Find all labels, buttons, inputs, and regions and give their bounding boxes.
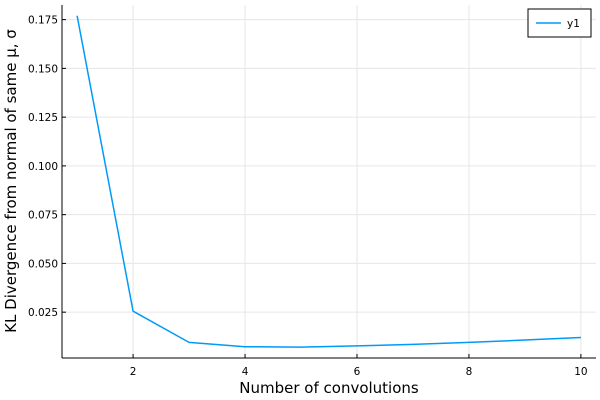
y-axis-ticks: 0.025 0.050 0.075 0.100 0.125 0.150 0.175 — [28, 15, 66, 319]
y-tick-label: 0.150 — [28, 63, 58, 75]
axes — [61, 5, 596, 359]
y-tick-label: 0.125 — [28, 112, 58, 124]
y-axis-label: KL Divergence from normal of same μ, σ — [2, 29, 20, 333]
legend-label-y1: y1 — [567, 18, 580, 30]
grid — [62, 5, 596, 358]
y-tick-label: 0.100 — [28, 161, 58, 173]
x-axis-label: Number of convolutions — [239, 379, 419, 397]
y-tick-label: 0.075 — [28, 210, 58, 222]
series-line-y1 — [76, 15, 581, 348]
legend: y1 — [527, 8, 592, 38]
x-tick-label: 2 — [130, 366, 137, 378]
x-tick-label: 4 — [242, 366, 249, 378]
x-tick-label: 8 — [466, 366, 473, 378]
x-axis-ticks: 2 4 6 8 10 — [130, 354, 588, 378]
y-tick-label: 0.175 — [28, 15, 58, 27]
x-tick-label: 6 — [354, 366, 361, 378]
series-layer — [76, 15, 581, 348]
x-tick-label: 10 — [574, 366, 587, 378]
y-tick-label: 0.025 — [28, 307, 58, 319]
y-tick-label: 0.050 — [28, 258, 58, 270]
